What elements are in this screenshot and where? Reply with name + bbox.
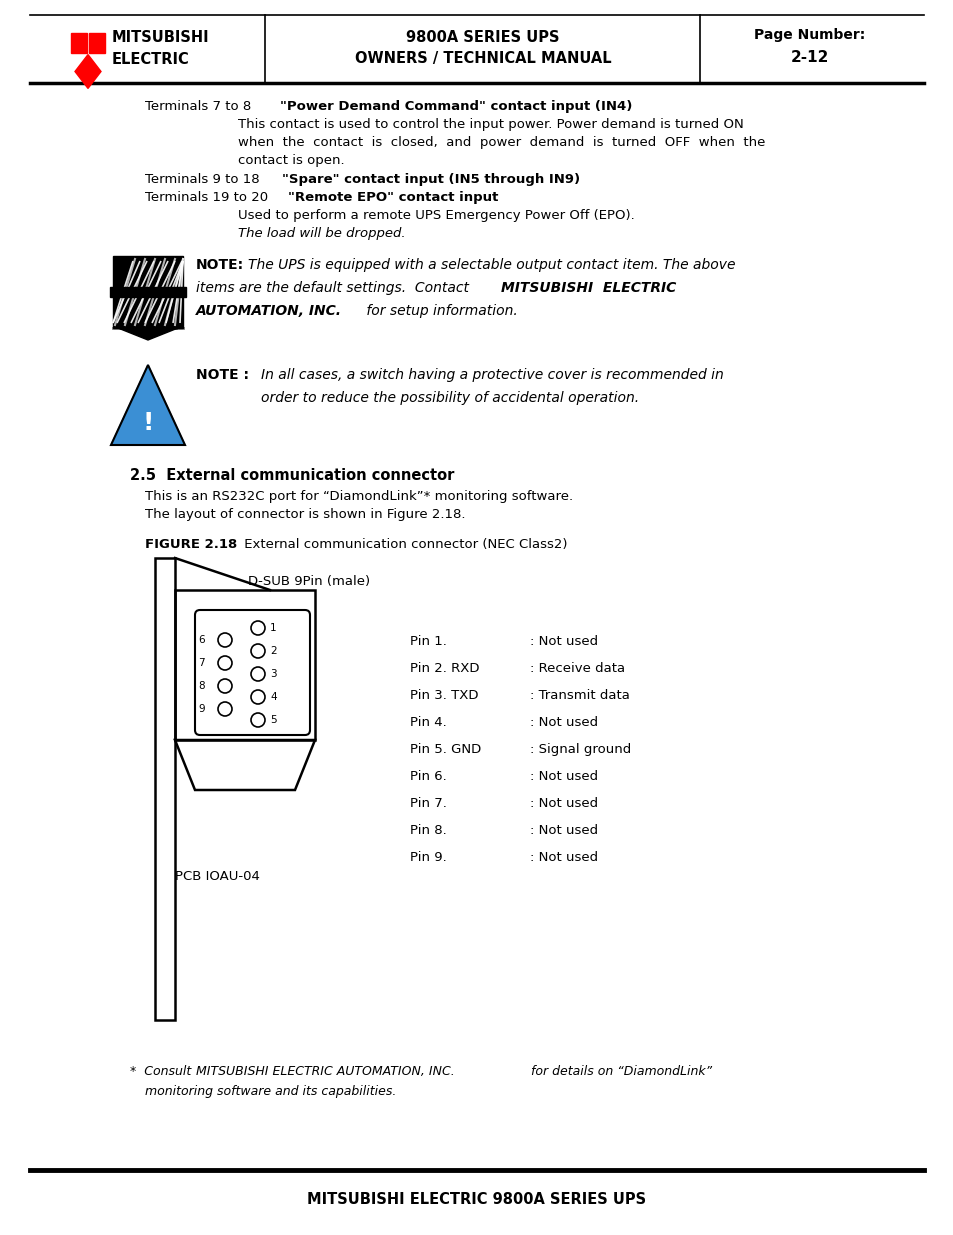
Text: monitoring software and its capabilities.: monitoring software and its capabilities… [145, 1086, 395, 1098]
Text: : Not used: : Not used [530, 797, 598, 810]
Polygon shape [89, 32, 105, 53]
Text: Pin 6.: Pin 6. [410, 769, 446, 783]
Text: : Not used: : Not used [530, 851, 598, 864]
Text: : Not used: : Not used [530, 635, 598, 648]
Text: for setup information.: for setup information. [361, 304, 517, 317]
Text: 7: 7 [198, 658, 205, 668]
Text: This is an RS232C port for “DiamondLink”* monitoring software.: This is an RS232C port for “DiamondLink”… [145, 490, 573, 503]
Text: : Not used: : Not used [530, 716, 598, 729]
Text: Pin 8.: Pin 8. [410, 824, 446, 837]
Text: The load will be dropped.: The load will be dropped. [237, 227, 405, 240]
Text: AUTOMATION, INC.: AUTOMATION, INC. [195, 304, 341, 317]
Text: "Remote EPO" contact input: "Remote EPO" contact input [288, 191, 497, 204]
Text: OWNERS / TECHNICAL MANUAL: OWNERS / TECHNICAL MANUAL [355, 52, 611, 67]
Text: MITSUBISHI  ELECTRIC: MITSUBISHI ELECTRIC [500, 282, 676, 295]
Text: The layout of connector is shown in Figure 2.18.: The layout of connector is shown in Figu… [145, 508, 465, 521]
Text: Terminals 7 to 8: Terminals 7 to 8 [145, 100, 251, 112]
Text: MITSUBISHI: MITSUBISHI [112, 31, 210, 46]
Text: PCB IOAU-04: PCB IOAU-04 [174, 869, 259, 883]
Text: Pin 1.: Pin 1. [410, 635, 446, 648]
Text: "Power Demand Command" contact input (IN4): "Power Demand Command" contact input (IN… [280, 100, 632, 112]
Text: Used to perform a remote UPS Emergency Power Off (EPO).: Used to perform a remote UPS Emergency P… [237, 209, 634, 222]
Text: MITSUBISHI ELECTRIC 9800A SERIES UPS: MITSUBISHI ELECTRIC 9800A SERIES UPS [307, 1193, 646, 1208]
Polygon shape [75, 54, 101, 89]
Text: 5: 5 [270, 715, 276, 725]
Text: items are the default settings.  Contact: items are the default settings. Contact [195, 282, 469, 295]
Polygon shape [118, 329, 178, 340]
Text: 9800A SERIES UPS: 9800A SERIES UPS [406, 30, 559, 44]
Text: : Not used: : Not used [530, 769, 598, 783]
Text: Pin 7.: Pin 7. [410, 797, 446, 810]
Text: 6: 6 [198, 635, 205, 645]
Text: 2-12: 2-12 [790, 49, 828, 64]
Text: D-SUB 9Pin (male): D-SUB 9Pin (male) [248, 576, 370, 588]
Text: Pin 3. TXD: Pin 3. TXD [410, 689, 478, 701]
Text: : Signal ground: : Signal ground [530, 743, 631, 756]
Text: Pin 9.: Pin 9. [410, 851, 446, 864]
Polygon shape [71, 32, 88, 53]
Bar [112, 256, 183, 329]
Text: NOTE:: NOTE: [195, 258, 244, 272]
Text: The UPS is equipped with a selectable output contact item. The above: The UPS is equipped with a selectable ou… [248, 258, 735, 272]
Text: 1: 1 [270, 622, 276, 634]
Text: 2.5  External communication connector: 2.5 External communication connector [130, 468, 454, 483]
Text: *  Consult: * Consult [130, 1065, 195, 1078]
Bar [110, 287, 186, 296]
Text: : Not used: : Not used [530, 824, 598, 837]
Text: In all cases, a switch having a protective cover is recommended in: In all cases, a switch having a protecti… [261, 368, 723, 382]
Text: MITSUBISHI ELECTRIC AUTOMATION, INC.: MITSUBISHI ELECTRIC AUTOMATION, INC. [195, 1065, 455, 1078]
Text: 2: 2 [270, 646, 276, 656]
Text: order to reduce the possibility of accidental operation.: order to reduce the possibility of accid… [261, 391, 639, 405]
Text: 8: 8 [198, 680, 205, 692]
Text: Terminals 19 to 20: Terminals 19 to 20 [145, 191, 268, 204]
Text: Pin 4.: Pin 4. [410, 716, 446, 729]
Text: Terminals 9 to 18: Terminals 9 to 18 [145, 173, 259, 186]
Text: 9: 9 [198, 704, 205, 714]
Text: : Receive data: : Receive data [530, 662, 624, 676]
Text: This contact is used to control the input power. Power demand is turned ON: This contact is used to control the inpu… [237, 119, 743, 131]
Text: NOTE :: NOTE : [195, 368, 249, 382]
Text: Pin 5. GND: Pin 5. GND [410, 743, 480, 756]
Text: External communication connector (NEC Class2): External communication connector (NEC Cl… [240, 538, 567, 551]
Text: contact is open.: contact is open. [237, 154, 344, 167]
Polygon shape [111, 366, 185, 445]
Text: 3: 3 [270, 669, 276, 679]
Text: for details on “DiamondLink”: for details on “DiamondLink” [526, 1065, 711, 1078]
Text: ELECTRIC: ELECTRIC [112, 53, 190, 68]
Text: !: ! [142, 410, 153, 435]
Text: "Spare" contact input (IN5 through IN9): "Spare" contact input (IN5 through IN9) [282, 173, 579, 186]
Text: 4: 4 [270, 692, 276, 701]
Text: when  the  contact  is  closed,  and  power  demand  is  turned  OFF  when  the: when the contact is closed, and power de… [237, 136, 764, 149]
Text: FIGURE 2.18: FIGURE 2.18 [145, 538, 237, 551]
Text: Page Number:: Page Number: [754, 28, 864, 42]
Bar [154, 558, 174, 1020]
Text: : Transmit data: : Transmit data [530, 689, 629, 701]
Text: Pin 2. RXD: Pin 2. RXD [410, 662, 479, 676]
